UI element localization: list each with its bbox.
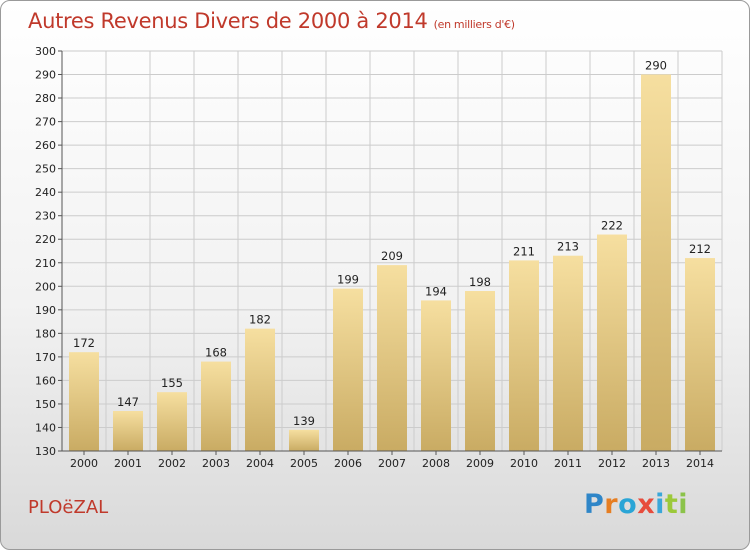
y-tick-label: 220 — [35, 233, 56, 246]
bar-2000[interactable] — [69, 352, 99, 451]
y-tick-label: 140 — [35, 421, 56, 434]
data-label: 172 — [73, 336, 95, 350]
data-label: 182 — [249, 313, 271, 327]
data-label: 198 — [469, 275, 491, 289]
commune-name: PLOëZAL — [28, 497, 109, 518]
y-tick-label: 130 — [35, 445, 56, 458]
bar-2003[interactable] — [201, 361, 231, 451]
proxiti-logo[interactable]: Proxiti — [584, 489, 689, 520]
bar-2014[interactable] — [685, 258, 715, 451]
x-tick-label: 2002 — [158, 457, 186, 470]
y-tick-label: 190 — [35, 304, 56, 317]
data-label: 222 — [601, 219, 623, 233]
x-tick-label: 2013 — [642, 457, 670, 470]
data-label: 213 — [557, 240, 579, 254]
y-tick-label: 260 — [35, 139, 56, 152]
data-label: 194 — [425, 284, 447, 298]
x-tick-label: 2001 — [114, 457, 142, 470]
bar-2010[interactable] — [509, 260, 539, 451]
chart-title-text: Autres Revenus Divers de 2000 à 2014 — [28, 9, 428, 33]
data-label: 290 — [645, 59, 667, 73]
x-tick-label: 2000 — [70, 457, 98, 470]
y-tick-label: 280 — [35, 92, 56, 105]
data-label: 168 — [205, 346, 227, 360]
chart-unit: (en milliers d'€) — [433, 18, 515, 31]
data-label: 139 — [293, 414, 315, 428]
x-tick-label: 2008 — [422, 457, 450, 470]
y-tick-label: 290 — [35, 69, 56, 82]
x-tick-label: 2010 — [510, 457, 538, 470]
data-label: 199 — [337, 273, 359, 287]
bar-2013[interactable] — [641, 74, 671, 451]
x-tick-label: 2011 — [554, 457, 582, 470]
bar-2004[interactable] — [245, 328, 275, 451]
y-tick-label: 150 — [35, 398, 56, 411]
y-tick-label: 240 — [35, 186, 56, 199]
data-label: 209 — [381, 249, 403, 263]
bar-2008[interactable] — [421, 300, 451, 451]
y-tick-label: 270 — [35, 116, 56, 129]
bar-2011[interactable] — [553, 255, 583, 451]
x-tick-label: 2003 — [202, 457, 230, 470]
y-tick-label: 230 — [35, 210, 56, 223]
data-label: 212 — [689, 242, 711, 256]
x-tick-label: 2009 — [466, 457, 494, 470]
y-tick-label: 200 — [35, 280, 56, 293]
x-tick-label: 2006 — [334, 457, 362, 470]
y-tick-label: 160 — [35, 374, 56, 387]
bar-2002[interactable] — [157, 392, 187, 451]
chart-title: Autres Revenus Divers de 2000 à 2014 (en … — [28, 9, 515, 33]
x-tick-label: 2004 — [246, 457, 274, 470]
y-tick-label: 180 — [35, 327, 56, 340]
bar-2012[interactable] — [597, 234, 627, 451]
x-tick-label: 2014 — [686, 457, 714, 470]
bar-2005[interactable] — [289, 429, 319, 451]
bar-2009[interactable] — [465, 291, 495, 451]
data-label: 147 — [117, 395, 139, 409]
y-tick-label: 250 — [35, 163, 56, 176]
x-tick-label: 2007 — [378, 457, 406, 470]
bar-2006[interactable] — [333, 288, 363, 451]
bar-2001[interactable] — [113, 411, 143, 451]
x-tick-label: 2012 — [598, 457, 626, 470]
y-tick-label: 300 — [35, 45, 56, 58]
y-tick-label: 170 — [35, 351, 56, 364]
data-label: 155 — [161, 376, 183, 390]
y-tick-label: 210 — [35, 257, 56, 270]
x-tick-label: 2005 — [290, 457, 318, 470]
bar-2007[interactable] — [377, 265, 407, 451]
data-label: 211 — [513, 244, 535, 258]
